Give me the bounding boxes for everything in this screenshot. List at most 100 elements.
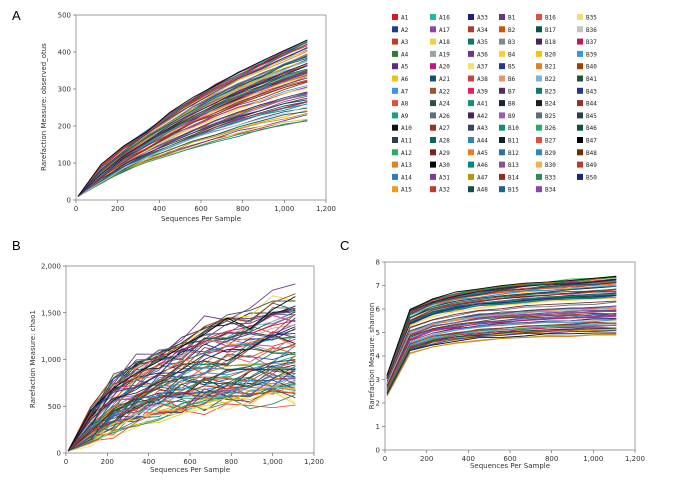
legend-label: A1 <box>401 15 409 22</box>
legend-swatch <box>499 124 505 131</box>
legend-label: A10 <box>401 125 412 132</box>
legend-label: B45 <box>586 113 597 120</box>
series-line-B46 <box>386 327 617 394</box>
legend-swatch <box>430 137 436 143</box>
y-tick-label: 4 <box>376 353 381 361</box>
y-tick-label: 0 <box>67 197 71 205</box>
y-tick-label: 0 <box>57 450 61 458</box>
legend-swatch <box>392 173 398 180</box>
legend-swatch <box>577 137 583 143</box>
series-line-B14 <box>386 329 617 394</box>
legend-label: A43 <box>477 125 488 132</box>
series-line-B43 <box>67 317 296 452</box>
legend-label: B15 <box>508 187 519 194</box>
series-line-A47 <box>386 333 617 397</box>
legend-label: A37 <box>477 64 488 71</box>
series-line-B10 <box>67 382 296 452</box>
legend-label: B9 <box>508 113 516 120</box>
series-line-B30 <box>67 386 296 452</box>
legend-swatch <box>536 63 542 70</box>
series-line-B3 <box>67 335 296 452</box>
legend-swatch <box>392 75 398 82</box>
series-line-B36 <box>67 310 296 452</box>
series-line-A2 <box>77 92 308 197</box>
legend-swatch <box>392 124 398 131</box>
legend-swatch <box>392 26 398 33</box>
x-tick-label: 1,200 <box>316 205 336 213</box>
y-tick-label: 2,000 <box>41 263 61 271</box>
legend-swatch <box>536 124 542 131</box>
legend-swatch <box>536 75 542 82</box>
legend-label: A47 <box>477 174 488 181</box>
legend-label: A6 <box>401 76 409 83</box>
chart-panel-b: 0 200 400 600 800 1,000 1,200 0 500 1,000 1,500 2,0… <box>29 263 324 475</box>
series-line-B47 <box>77 39 308 197</box>
legend-label: A35 <box>477 39 488 46</box>
series-line-B36 <box>386 319 617 390</box>
legend-label: B29 <box>545 150 556 157</box>
legend-label: B24 <box>545 101 556 108</box>
legend-label: A24 <box>439 101 450 108</box>
x-tick-label: 1,000 <box>583 455 603 463</box>
y-tick-label: 1 <box>376 423 380 431</box>
series-line-B34 <box>67 378 296 452</box>
legend-label: B13 <box>508 162 519 169</box>
legend-swatch <box>430 26 436 33</box>
legend-swatch <box>536 100 542 107</box>
series-line-B41 <box>77 57 308 197</box>
legend-label: B37 <box>586 39 597 46</box>
legend-label: B7 <box>508 88 516 95</box>
legend-label: B3 <box>508 39 516 46</box>
legend-swatch <box>468 63 474 70</box>
legend-swatch <box>392 100 398 107</box>
y-axis-label-c: Rarefaction Measure: shannon <box>368 303 376 410</box>
legend-label: A46 <box>477 162 488 169</box>
y-tick-label: 0 <box>376 447 380 455</box>
series-line-B50 <box>386 294 617 379</box>
y-tick-label: 8 <box>376 259 380 267</box>
legend-label: B22 <box>545 76 556 83</box>
x-tick-label: 600 <box>183 458 196 466</box>
legend-label: A16 <box>439 15 450 22</box>
x-tick-label: 0 <box>383 455 387 463</box>
legend-swatch <box>499 112 505 119</box>
legend-swatch <box>430 173 436 180</box>
legend-label: A21 <box>439 76 450 83</box>
legend-label: A41 <box>477 101 488 108</box>
legend-label: B21 <box>545 64 556 71</box>
series-line-B46 <box>77 68 308 197</box>
legend-swatch <box>577 149 583 156</box>
series-line-B40 <box>67 293 296 452</box>
legend-swatch <box>577 75 583 82</box>
y-axis-label-b: Rarefaction Measure: chao1 <box>29 310 37 408</box>
chart-panel-a: 0 200 400 600 800 1,000 1,2000100200300400500 … <box>40 12 336 224</box>
series-line-A46 <box>77 103 308 197</box>
legend-label: A42 <box>477 113 488 120</box>
legend-swatch <box>499 161 505 168</box>
legend-swatch <box>430 14 436 20</box>
y-tick-label: 7 <box>376 282 380 290</box>
legend-swatch <box>392 149 398 156</box>
series-line-B22 <box>386 306 617 384</box>
x-tick-label: 600 <box>503 455 516 463</box>
series-line-B39 <box>386 318 617 390</box>
series-line-A36 <box>386 326 617 393</box>
legend-label: A48 <box>477 187 488 194</box>
x-tick-label: 400 <box>462 455 475 463</box>
x-tick-label: 800 <box>236 205 249 213</box>
legend-swatch <box>392 14 398 20</box>
legend-label: A11 <box>401 138 412 145</box>
legend-label: A14 <box>401 174 412 181</box>
legend-label: A17 <box>439 27 450 34</box>
legend-label: A28 <box>439 138 450 145</box>
legend-swatch <box>430 87 436 94</box>
legend-label: B23 <box>545 88 556 95</box>
legend-swatch <box>468 26 474 33</box>
legend-swatch <box>468 149 474 156</box>
series-line-A21 <box>386 329 617 394</box>
legend-label: B46 <box>586 125 597 132</box>
legend-label: B39 <box>586 51 597 58</box>
x-tick-label: 200 <box>101 458 114 466</box>
legend-swatch <box>577 50 583 57</box>
legend-swatch <box>499 63 505 70</box>
